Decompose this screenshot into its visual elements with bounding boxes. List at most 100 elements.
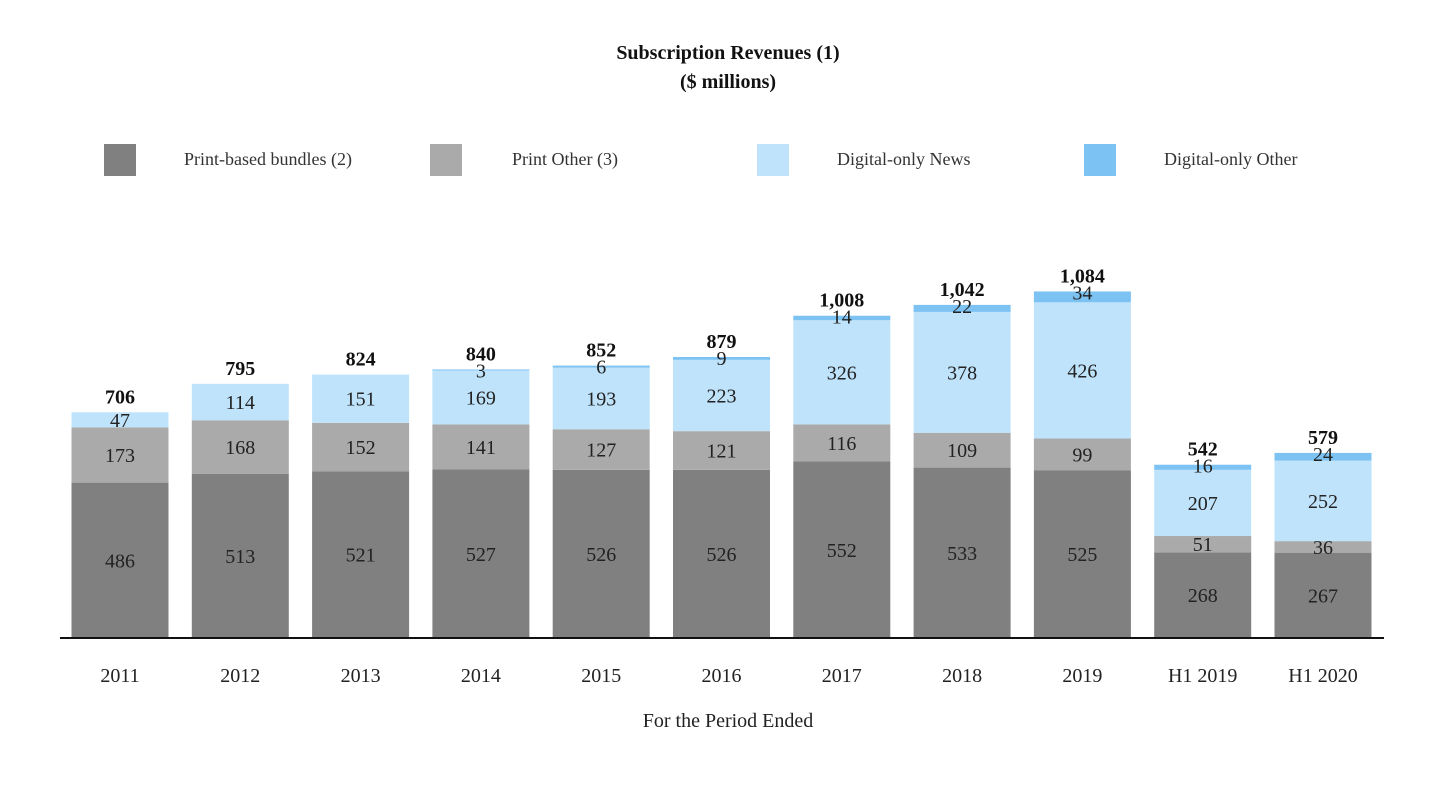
legend-item-print-bundles: Print-based bundles (2) <box>104 144 352 176</box>
segment-label-print-bundles: 268 <box>1188 585 1218 607</box>
bar-segment-print-other <box>1154 536 1252 553</box>
total-label: 840 <box>466 343 496 365</box>
bar-segment-print-bundles <box>191 473 289 638</box>
legend-swatch-digital-news <box>757 144 789 176</box>
bar-segment-print-other <box>312 422 410 472</box>
segment-label-digital-news: 114 <box>226 392 255 414</box>
legend-item-digital-news: Digital-only News <box>757 144 970 176</box>
x-tick-label: 2015 <box>581 665 621 687</box>
segment-label-digital-other: 3 <box>476 360 486 382</box>
segment-label-print-bundles: 486 <box>105 550 135 572</box>
total-label: 795 <box>225 358 255 380</box>
segment-label-print-bundles: 525 <box>1067 544 1097 566</box>
chart-title: Subscription Revenues (1) <box>616 42 840 64</box>
total-label: 1,008 <box>819 290 864 312</box>
bar-segment-print-bundles <box>552 469 650 638</box>
bar-segment-print-bundles <box>312 471 410 638</box>
bar-segment-digital-other <box>432 369 530 371</box>
legend-label-digital-news: Digital-only News <box>837 149 971 169</box>
segment-label-print-other: 173 <box>105 445 135 467</box>
x-tick-label: 2014 <box>461 665 501 687</box>
bar-segment-print-other <box>552 429 650 470</box>
segment-label-digital-other: 9 <box>717 348 727 370</box>
segment-label-digital-other: 24 <box>1313 444 1333 466</box>
segment-label-print-other: 36 <box>1313 537 1333 559</box>
bar-segment-digital-other <box>552 365 650 368</box>
segment-label-digital-news: 252 <box>1308 491 1338 513</box>
segment-label-print-other: 109 <box>947 440 977 462</box>
bar-segment-digital-other <box>1274 452 1372 461</box>
bar-segment-print-other <box>71 427 169 483</box>
bar-segment-print-other <box>432 424 530 470</box>
bar-segment-print-bundles <box>1154 552 1252 638</box>
chart-subtitle: ($ millions) <box>679 71 777 93</box>
segment-label-digital-news: 151 <box>346 389 376 411</box>
bar-segment-digital-news <box>793 320 891 425</box>
bar-segment-digital-news <box>1154 469 1252 537</box>
bar-segment-digital-news <box>552 367 650 430</box>
segment-label-digital-news: 193 <box>586 388 616 410</box>
x-tick-label: 2017 <box>822 665 862 687</box>
segment-label-print-other: 127 <box>586 440 616 462</box>
bar-segment-print-bundles <box>913 467 1011 638</box>
segment-label-digital-news: 378 <box>947 362 977 384</box>
legend-label-digital-other: Digital-only Other <box>1164 149 1298 169</box>
legend-swatch-digital-other <box>1084 144 1116 176</box>
bar-segment-digital-other <box>793 315 891 321</box>
segment-label-digital-news: 426 <box>1067 360 1097 382</box>
segment-label-print-bundles: 526 <box>707 544 737 566</box>
bar-segment-digital-news <box>913 311 1011 433</box>
segment-label-print-bundles: 527 <box>466 544 496 566</box>
total-label: 852 <box>586 340 616 362</box>
segment-label-print-other: 141 <box>466 437 496 459</box>
total-label: 579 <box>1308 427 1338 449</box>
segment-label-print-bundles: 521 <box>346 545 376 567</box>
bar-segment-print-bundles <box>1274 552 1372 638</box>
segment-label-print-bundles: 552 <box>827 540 857 562</box>
bar-segment-print-bundles <box>673 469 770 638</box>
segment-label-print-bundles: 267 <box>1308 585 1338 607</box>
x-tick-label: H1 2020 <box>1288 665 1357 687</box>
x-tick-label: 2018 <box>942 665 982 687</box>
bar-segment-digital-news <box>673 359 770 432</box>
total-label: 706 <box>105 386 135 408</box>
bar-segment-print-bundles <box>1033 470 1131 638</box>
segment-label-digital-other: 6 <box>596 357 606 379</box>
bar-segment-print-bundles <box>71 482 169 638</box>
x-tick-label: 2011 <box>100 665 139 687</box>
bar-segment-digital-other <box>673 356 770 360</box>
bar-segment-print-other <box>1033 438 1131 471</box>
segment-label-digital-news: 47 <box>110 410 130 432</box>
legend-label-print-bundles: Print-based bundles (2) <box>184 149 352 169</box>
segment-label-digital-other: 22 <box>952 296 972 318</box>
bar-segment-print-other <box>673 431 770 470</box>
bar-segment-digital-news <box>191 383 289 421</box>
x-axis-title: For the Period Ended <box>642 710 814 732</box>
total-label: 879 <box>707 331 737 353</box>
bar-segment-print-other <box>191 420 289 474</box>
segment-label-print-other: 51 <box>1193 534 1213 556</box>
total-label: 1,042 <box>940 279 985 301</box>
bar-segment-digital-news <box>312 374 410 423</box>
segment-label-print-other: 152 <box>346 437 376 459</box>
bar-segment-print-bundles <box>432 469 530 638</box>
segment-label-print-bundles: 513 <box>225 546 255 568</box>
segment-label-print-other: 168 <box>225 437 255 459</box>
x-tick-label: 2016 <box>702 665 742 687</box>
bar-segment-digital-news <box>71 412 169 428</box>
bar-segment-digital-other <box>1154 464 1252 470</box>
segment-label-digital-other: 14 <box>832 307 852 329</box>
segment-label-print-bundles: 533 <box>947 543 977 565</box>
bar-segment-print-bundles <box>793 461 891 638</box>
segment-label-digital-news: 326 <box>827 362 857 384</box>
bar-segment-print-other <box>793 424 891 462</box>
total-label: 1,084 <box>1060 265 1105 287</box>
bar-segment-digital-news <box>1274 460 1372 542</box>
segment-label-print-bundles: 526 <box>586 544 616 566</box>
segment-label-digital-other: 34 <box>1072 282 1092 304</box>
x-tick-label: 2012 <box>220 665 260 687</box>
bar-segment-print-other <box>1274 541 1372 553</box>
segment-label-digital-news: 169 <box>466 387 496 409</box>
